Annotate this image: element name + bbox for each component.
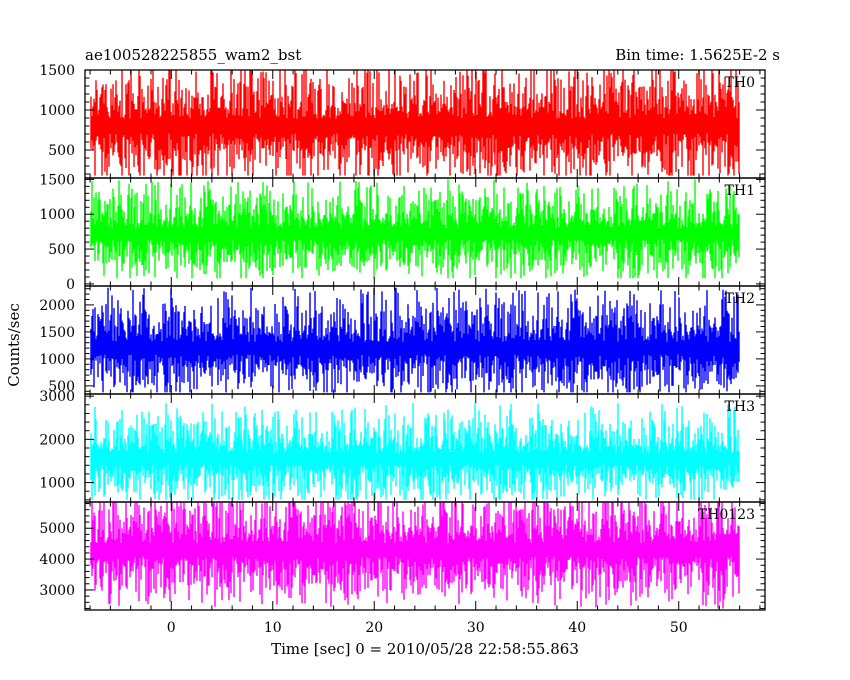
y-tick-label: 1500 <box>39 63 75 79</box>
x-tick-label: 10 <box>264 620 282 636</box>
chart-title-right: Bin time: 1.5625E-2 s <box>615 46 780 64</box>
panel-th1: 0 500 1000 1500 TH1 <box>39 172 766 293</box>
x-tick-label: 0 <box>167 620 176 636</box>
panel-frame <box>84 501 766 611</box>
y-tick-label: 5000 <box>39 521 75 537</box>
y-tick-label: 1000 <box>39 103 75 119</box>
panel-label-th2: TH2 <box>725 291 755 307</box>
x-tick-labels: 0 10 20 30 40 50 <box>167 620 688 636</box>
panel-label-th3: TH3 <box>725 399 755 415</box>
y-tick-label: 1500 <box>39 325 75 341</box>
panel-th3: 1000 2000 3000 TH3 <box>39 389 766 503</box>
x-tick-label: 30 <box>467 620 485 636</box>
panel-th0: 500 1000 1500 TH0 <box>39 63 766 179</box>
series-th0 <box>90 70 740 176</box>
y-tick-label: 500 <box>48 379 75 395</box>
panel-label-th0123: TH0123 <box>698 507 755 523</box>
y-tick-label: 3000 <box>39 583 75 599</box>
y-axis-label: Counts/sec <box>5 303 23 387</box>
y-tick-label: 1000 <box>39 352 75 368</box>
x-axis-label: Time [sec] 0 = 2010/05/28 22:58:55.863 <box>271 640 579 658</box>
x-tick-label: 20 <box>365 620 383 636</box>
y-tick-label: 4000 <box>39 552 75 568</box>
series-th1 <box>90 179 740 279</box>
x-tick-label: 50 <box>670 620 688 636</box>
y-tick-label: 2000 <box>39 432 75 448</box>
y-tick-label: 3000 <box>39 389 75 405</box>
panel-label-th0: TH0 <box>725 75 755 91</box>
series-th0123 <box>90 502 740 609</box>
y-tick-label: 1000 <box>39 476 75 492</box>
y-tick-label: 500 <box>48 143 75 159</box>
y-tick-label: 1000 <box>39 207 75 223</box>
y-tick-label: 500 <box>48 242 75 258</box>
panel-label-th1: TH1 <box>725 183 755 199</box>
y-tick-label: 2000 <box>39 298 75 314</box>
panel-th0123: 3000 4000 5000 TH0123 <box>39 501 766 611</box>
chart-title-left: ae100528225855_wam2_bst <box>85 46 301 64</box>
y-tick-label: 0 <box>66 277 75 293</box>
panel-th2: 500 1000 1500 2000 TH2 <box>39 285 766 395</box>
x-tick-label: 40 <box>568 620 586 636</box>
series-th2 <box>90 287 740 393</box>
panels-group: 500 1000 1500 TH0 0 500 1000 1500 TH1 500 1000 1500… <box>39 63 766 611</box>
y-tick-label: 1500 <box>39 172 75 188</box>
series-th3 <box>90 403 740 500</box>
